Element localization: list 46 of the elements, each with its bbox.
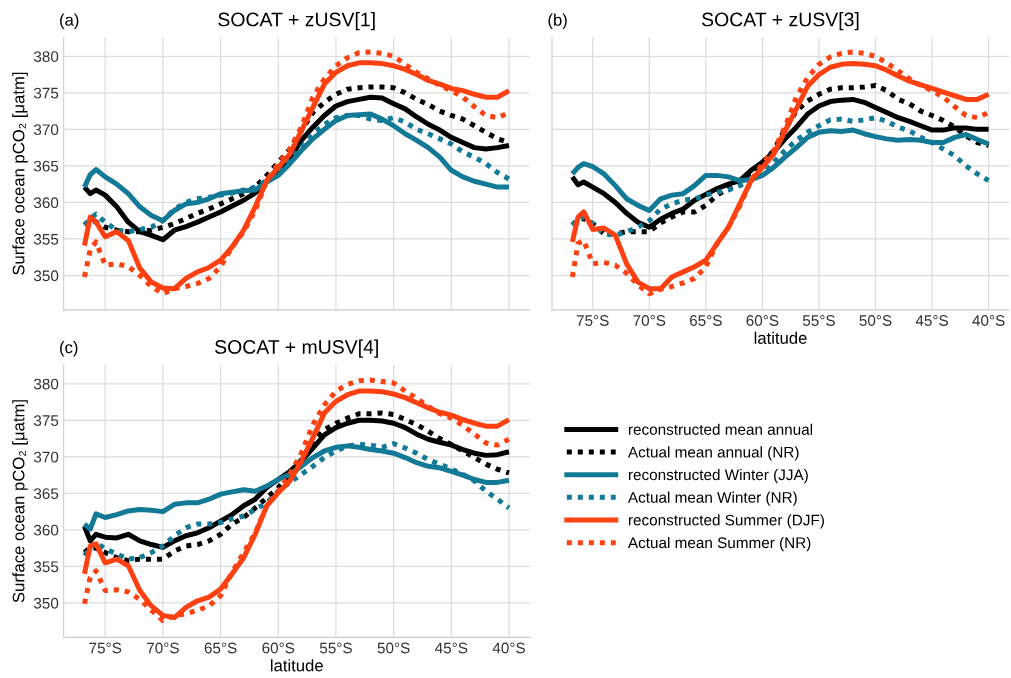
y-tick-label: 375 — [33, 415, 59, 426]
x-tick-label: 50°S — [377, 642, 410, 654]
x-tick-label: 55°S — [802, 315, 835, 326]
x-tick-label: 60°S — [746, 315, 779, 326]
x-tick-label: 75°S — [576, 315, 609, 326]
y-tick-label: 355 — [33, 233, 59, 245]
y-tick-label: 355 — [33, 561, 59, 573]
legend-label: Actual mean annual (NR) — [627, 446, 799, 461]
y-tick-label: 380 — [33, 51, 59, 62]
y-tick-label: 380 — [33, 378, 59, 390]
x-axis-title: latitude — [754, 331, 807, 344]
chart-title: SOCAT + zUSV[3] — [702, 12, 859, 31]
x-tick-label: 65°S — [689, 315, 722, 326]
x-axis-title: latitude — [270, 659, 323, 672]
x-tick-label: 45°S — [915, 315, 949, 326]
y-axis-title: Surface ocean pCO₂ [μatm] — [12, 72, 28, 275]
y-axis-title: Surface ocean pCO₂ [μatm] — [12, 400, 28, 603]
legend-label: reconstructed Summer (DJF) — [628, 514, 824, 529]
legend-label: Actual mean Winter (NR) — [627, 491, 797, 506]
chart-title: SOCAT + mUSV[4] — [215, 339, 378, 358]
x-tick-label: 40°S — [492, 642, 525, 654]
legend-label: reconstructed mean annual — [628, 423, 813, 435]
x-tick-label: 70°S — [633, 315, 666, 326]
x-tick-label: 40°S — [972, 315, 1005, 326]
y-tick-label: 365 — [33, 160, 59, 172]
y-tick-label: 350 — [33, 270, 59, 282]
y-tick-label: 370 — [33, 451, 59, 463]
x-tick-label: 50°S — [859, 315, 892, 326]
y-tick-label: 350 — [33, 597, 59, 609]
y-tick-label: 370 — [33, 124, 59, 136]
x-tick-label: 65°S — [204, 642, 237, 654]
text: (b) — [548, 13, 567, 30]
legend-label: reconstructed Winter (JJA) — [628, 468, 808, 484]
chart-title: SOCAT + zUSV[1] — [218, 12, 375, 31]
y-tick-label: 375 — [33, 87, 59, 99]
legend-label: Actual mean Summer (NR) — [627, 536, 811, 552]
x-tick-label: 45°S — [435, 642, 468, 654]
y-tick-label: 360 — [33, 524, 59, 536]
text: (c) — [60, 341, 78, 357]
x-tick-label: 70°S — [147, 642, 179, 654]
y-tick-label: 360 — [33, 197, 59, 209]
y-tick-label: 365 — [33, 488, 59, 500]
x-tick-label: 75°S — [89, 642, 122, 654]
text: (a) — [60, 13, 79, 30]
x-tick-label: 55°S — [319, 642, 352, 654]
x-tick-label: 60°S — [262, 642, 295, 654]
